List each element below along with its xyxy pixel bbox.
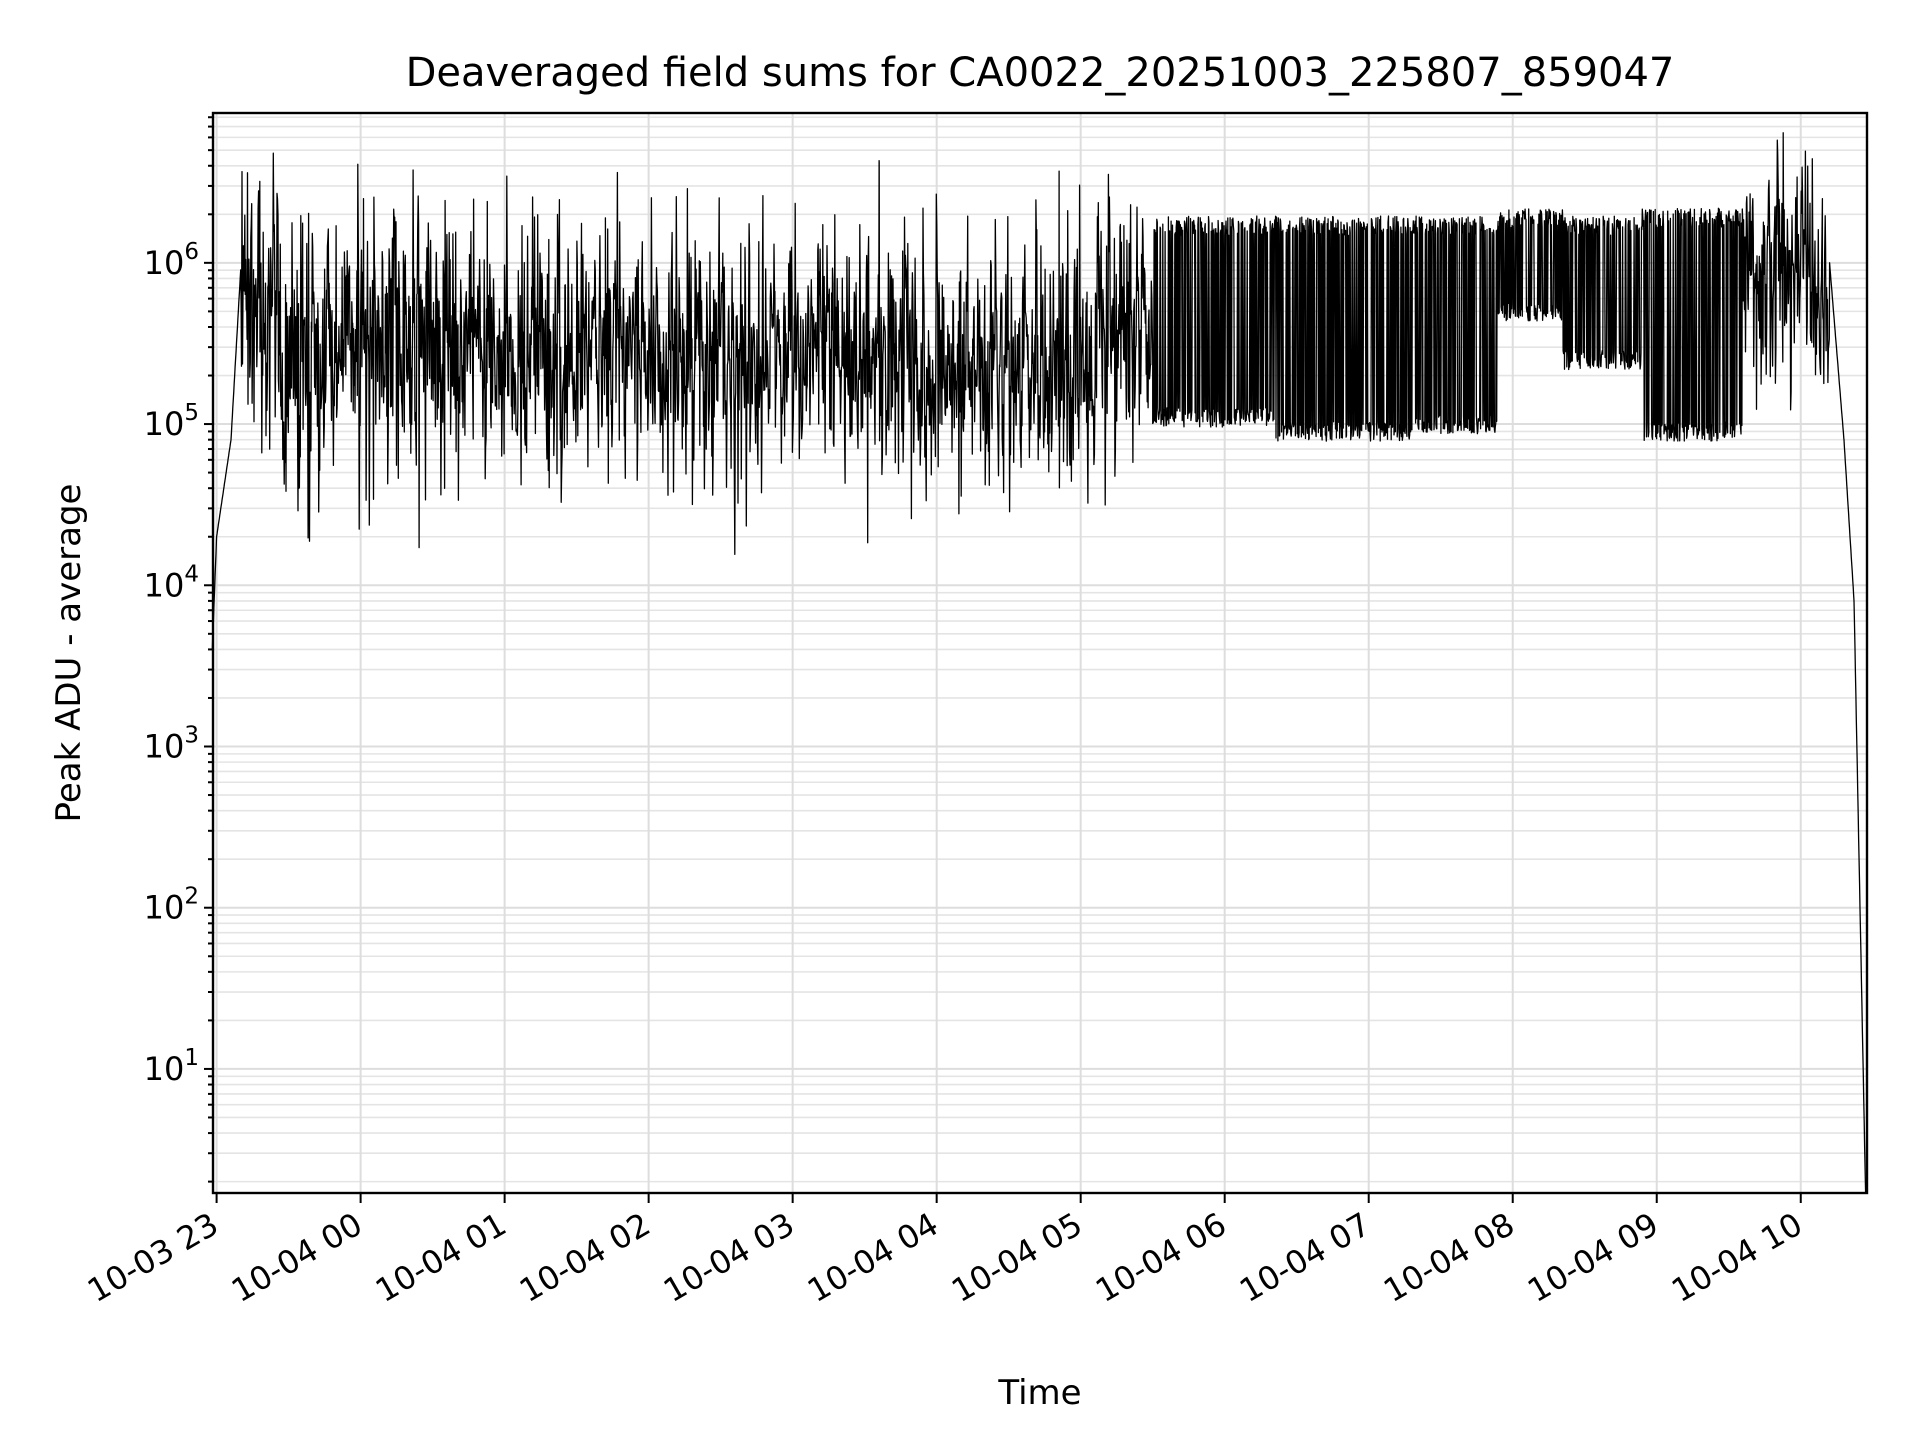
y-axis: 101 102 103 104 105 106 bbox=[144, 116, 213, 1183]
x-tick-label: 10-04 02 bbox=[513, 1205, 657, 1310]
x-axis: 10-03 23 10-04 00 10-04 01 10-04 02 10-04 03… bbox=[81, 1193, 1809, 1310]
y-tick-label: 106 bbox=[144, 239, 199, 282]
x-tick-label: 10-04 00 bbox=[225, 1205, 369, 1310]
x-tick-label: 10-04 05 bbox=[945, 1205, 1089, 1310]
x-tick-label: 10-04 09 bbox=[1521, 1205, 1665, 1310]
chart-title: Deaveraged field sums for CA0022_2025100… bbox=[406, 50, 1675, 96]
plot-frame bbox=[211, 111, 1869, 1195]
x-tick-label: 10-04 01 bbox=[369, 1205, 513, 1310]
x-tick-label: 10-03 23 bbox=[81, 1205, 225, 1310]
x-tick-label: 10-04 03 bbox=[657, 1205, 801, 1310]
y-tick-label: 102 bbox=[144, 884, 199, 927]
series-line-field-sums bbox=[211, 132, 1867, 1194]
x-tick-label: 10-04 04 bbox=[801, 1205, 945, 1310]
x-tick-label: 10-04 06 bbox=[1089, 1205, 1233, 1310]
x-tick-label: 10-04 10 bbox=[1665, 1205, 1809, 1310]
y-tick-label: 105 bbox=[144, 400, 199, 443]
y-tick-label: 101 bbox=[144, 1045, 199, 1088]
x-axis-label: Time bbox=[997, 1373, 1081, 1413]
y-tick-label: 104 bbox=[144, 561, 199, 604]
x-tick-label: 10-04 07 bbox=[1233, 1205, 1377, 1310]
y-tick-label: 103 bbox=[144, 722, 199, 765]
series-layer bbox=[211, 132, 1867, 1194]
y-axis-label: Peak ADU - average bbox=[49, 484, 89, 823]
x-tick-label: 10-04 08 bbox=[1377, 1205, 1521, 1310]
